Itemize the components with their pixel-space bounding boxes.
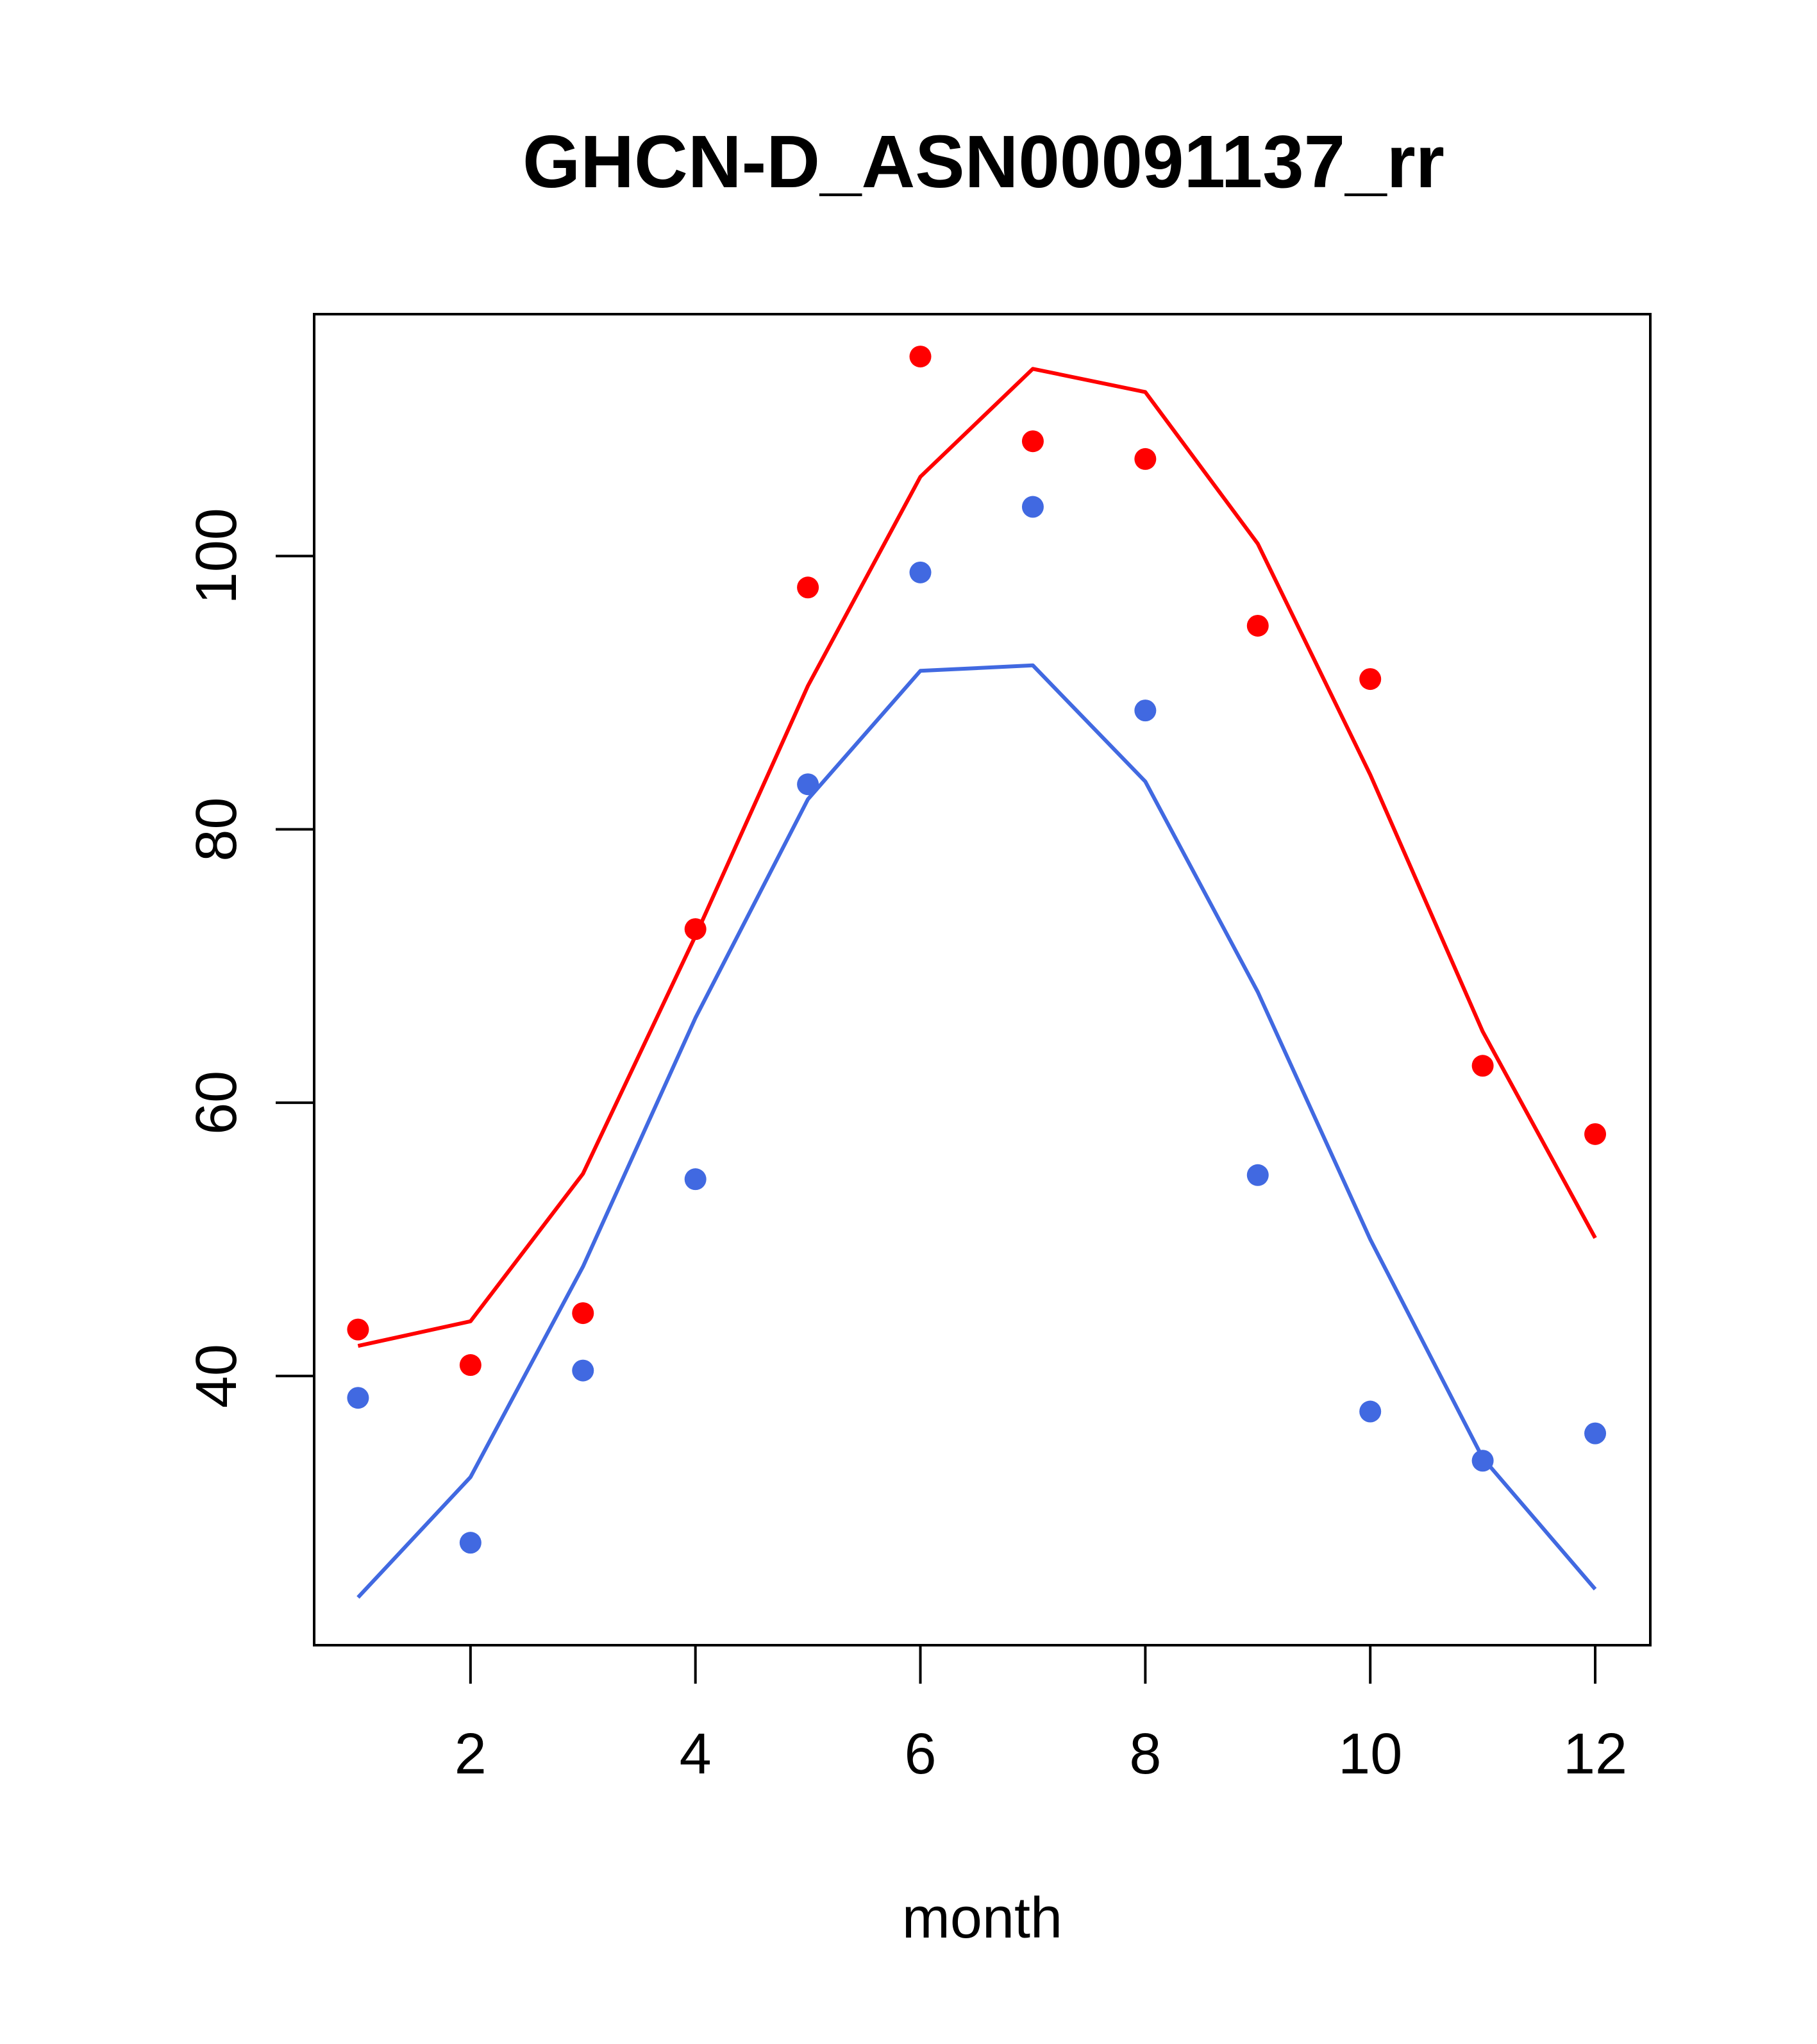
- x-tick-label: 12: [1563, 1722, 1627, 1786]
- series-1: [347, 346, 1607, 1377]
- data-point: [347, 1318, 369, 1341]
- x-tick-label: 2: [455, 1722, 487, 1786]
- data-point: [1359, 668, 1382, 691]
- y-tick-label: 40: [185, 1344, 249, 1408]
- x-tick-label: 4: [680, 1722, 712, 1786]
- series-line: [357, 367, 1597, 1348]
- series-line: [356, 663, 1597, 1599]
- data-point: [1021, 430, 1044, 453]
- data-point: [909, 346, 932, 368]
- data-point: [1584, 1422, 1607, 1445]
- x-axis: 2 4 6 8 10 12: [455, 1644, 1627, 1786]
- series-layer: [347, 346, 1607, 1599]
- data-point: [1471, 1450, 1494, 1472]
- y-axis: 40 60 80 100: [185, 508, 315, 1408]
- data-point: [459, 1532, 481, 1554]
- data-point: [684, 1168, 707, 1191]
- data-point: [1584, 1123, 1607, 1145]
- data-point: [1134, 699, 1157, 722]
- data-point: [797, 576, 819, 599]
- data-point: [1471, 1055, 1494, 1077]
- x-tick-label: 6: [904, 1722, 936, 1786]
- y-tick-label: 60: [185, 1071, 249, 1135]
- data-point: [1246, 1164, 1269, 1186]
- data-point: [572, 1359, 594, 1382]
- x-axis-label: month: [902, 1886, 1062, 1950]
- x-tick-label: 8: [1129, 1722, 1161, 1786]
- data-point: [347, 1387, 369, 1409]
- data-point: [1246, 614, 1269, 637]
- data-point: [909, 561, 932, 583]
- y-tick-label: 80: [185, 797, 249, 861]
- x-tick-label: 10: [1338, 1722, 1402, 1786]
- data-point: [1359, 1400, 1382, 1423]
- data-point: [684, 918, 707, 941]
- data-point: [572, 1302, 594, 1325]
- data-point: [459, 1354, 481, 1377]
- data-point: [797, 773, 819, 796]
- y-tick-label: 100: [185, 508, 249, 604]
- series-2: [347, 496, 1607, 1599]
- data-point: [1021, 496, 1044, 518]
- data-point: [1134, 448, 1157, 470]
- chart-title: GHCN-D_ASN00091137_rr: [523, 120, 1444, 203]
